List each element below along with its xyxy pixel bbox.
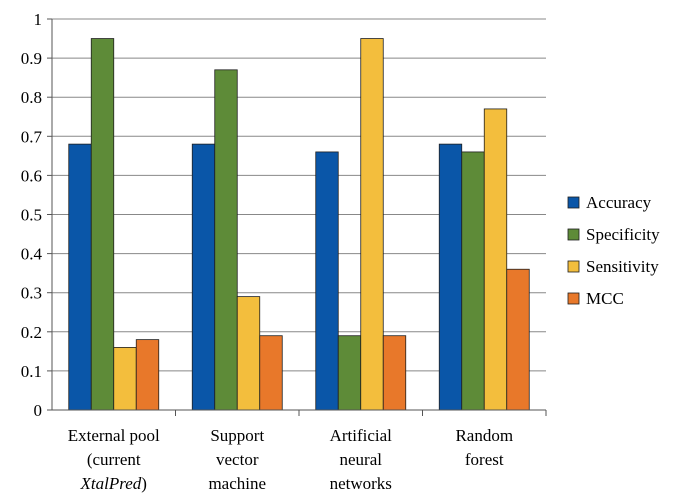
legend-swatch-mcc [567,292,580,305]
legend-swatch-specificity [567,228,580,241]
bar-specificity [90,38,115,411]
bar-accuracy [438,143,463,411]
y-tick-label: 0.5 [21,206,42,225]
legend-swatch-sensitivity [567,260,580,273]
x-category-label: Artificial [330,426,393,445]
x-category-label: External pool [68,426,160,445]
bars [68,38,530,411]
bar-mcc [135,339,160,411]
bar-mcc [506,268,530,411]
legend-label-specificity: Specificity [586,225,660,244]
x-category-label: (current [87,450,141,469]
bar-mcc [382,335,407,411]
legend-label-accuracy: Accuracy [586,193,652,212]
x-category-label: neural [340,450,383,469]
bar-specificity [461,151,485,411]
bar-accuracy [68,143,92,411]
y-tick-label: 0.8 [21,88,42,107]
bar-sensitivity [360,38,384,411]
bar-specificity [214,69,238,411]
legend-label-mcc: MCC [586,289,624,308]
y-tick-label: 0 [34,401,43,420]
bar-accuracy [191,143,216,411]
bar-specificity [337,335,362,411]
bar-accuracy [315,151,339,411]
y-tick-label: 0.7 [21,127,43,146]
y-tick-label: 0.1 [21,362,42,381]
x-category-label: machine [208,474,266,493]
legend: Accuracy Specificity Sensitivity MCC [567,193,660,308]
y-tick-label: 0.2 [21,323,42,342]
x-category-labels: External pool (current XtalPred) Support vec… [68,426,513,493]
x-category-label: networks [330,474,392,493]
x-category-label: XtalPred) [80,474,147,493]
y-tick-label: 0.9 [21,49,42,68]
x-category-label: vector [216,450,259,469]
x-category-label: forest [465,450,504,469]
legend-label-sensitivity: Sensitivity [586,257,659,276]
y-tick-label: 1 [34,10,43,29]
legend-swatch-accuracy [567,196,580,209]
bar-sensitivity [113,347,137,411]
axes [47,18,547,416]
y-tick-label: 0.6 [21,166,42,185]
x-category-label: Support [210,426,264,445]
y-tick-label: 0.4 [21,245,43,264]
gridlines [52,18,546,372]
y-tick-labels: 0 0.1 0.2 0.3 0.4 0.5 0.6 0.7 0.8 0.9 1 [21,10,43,420]
bar-mcc [259,335,283,411]
y-tick-label: 0.3 [21,284,42,303]
x-category-label: Random [455,426,513,445]
bar-sensitivity [483,108,508,411]
bar-sensitivity [236,296,261,411]
